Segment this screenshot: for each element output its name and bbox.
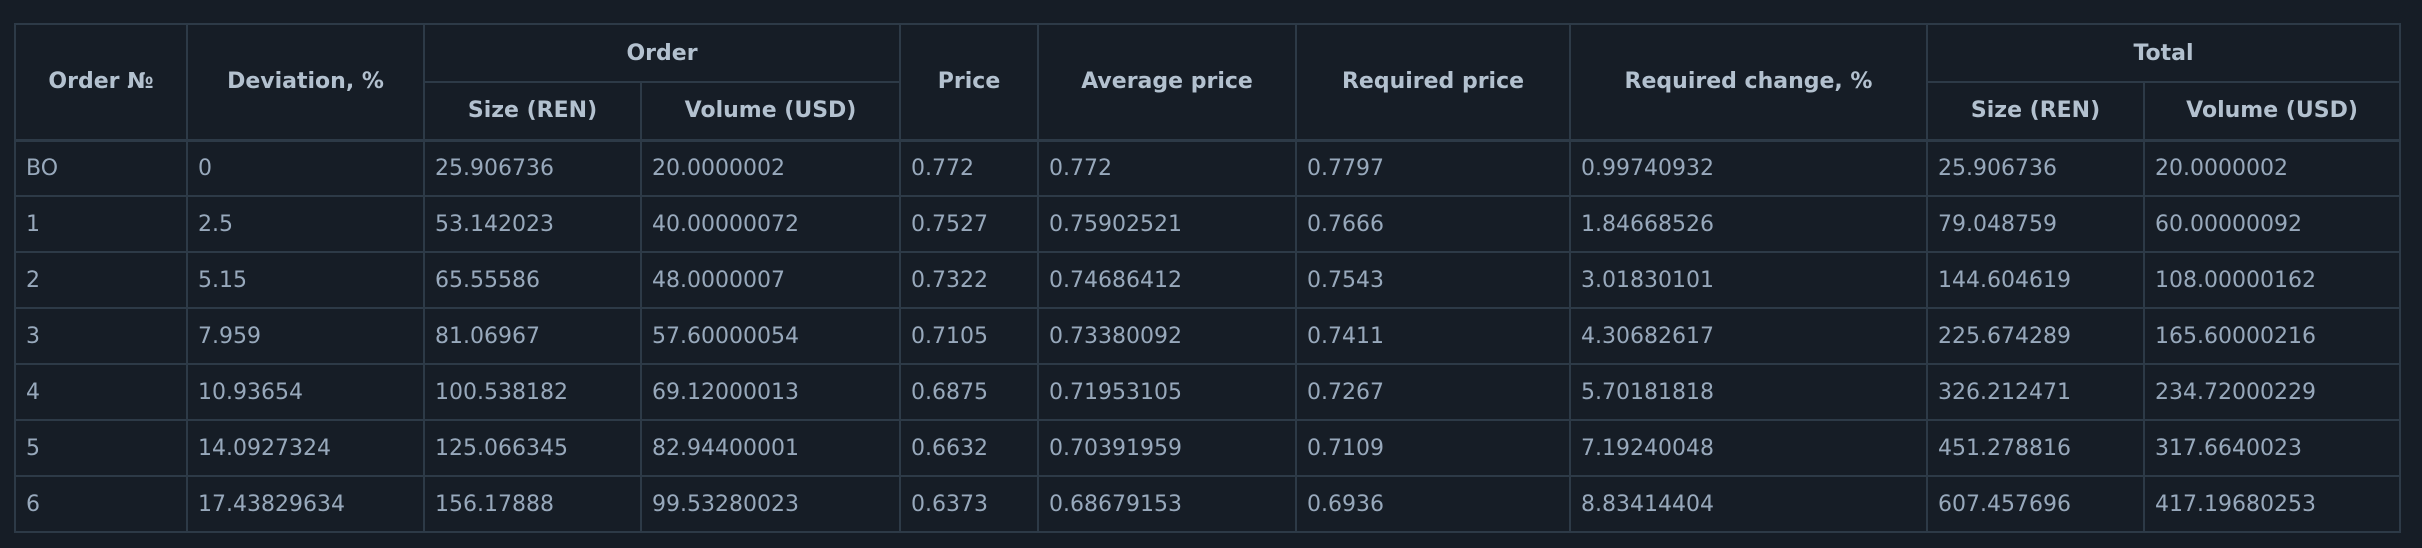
cell-total-size: 79.048759	[1926, 195, 2146, 253]
cell-required-price: 0.6936	[1295, 475, 1572, 533]
cell-total-size: 326.212471	[1926, 363, 2146, 421]
table-row: 6 17.43829634 156.17888 99.53280023 0.6373 0.…	[14, 475, 2402, 533]
cell-order-volume: 48.0000007	[639, 251, 902, 309]
table-header: Order № Deviation, % Order Price Average…	[14, 23, 2402, 142]
header-order-no: Order №	[14, 23, 188, 142]
cell-required-change: 5.70181818	[1569, 363, 1929, 421]
cell-deviation: 14.0927324	[186, 419, 425, 477]
cell-order-volume: 40.00000072	[639, 195, 902, 253]
header-total-volume: Volume (USD)	[2143, 81, 2402, 142]
cell-order-size: 53.142023	[423, 195, 642, 253]
cell-order-no: 6	[14, 475, 188, 533]
header-average-price: Average price	[1037, 23, 1298, 142]
cell-price: 0.7527	[899, 195, 1040, 253]
cell-required-change: 0.99740932	[1569, 139, 1929, 197]
table-row: BO 0 25.906736 20.0000002 0.772 0.772 0.7797 0.…	[14, 139, 2402, 197]
table-row: 3 7.959 81.06967 57.60000054 0.7105 0.7338009…	[14, 307, 2402, 365]
header-required-price: Required price	[1295, 23, 1572, 142]
cell-average-price: 0.73380092	[1037, 307, 1298, 365]
cell-order-no: 2	[14, 251, 188, 309]
cell-order-volume: 69.12000013	[639, 363, 902, 421]
cell-deviation: 10.93654	[186, 363, 425, 421]
cell-deviation: 17.43829634	[186, 475, 425, 533]
cell-required-price: 0.7543	[1295, 251, 1572, 309]
cell-required-change: 1.84668526	[1569, 195, 1929, 253]
cell-average-price: 0.74686412	[1037, 251, 1298, 309]
header-total-size: Size (REN)	[1926, 81, 2146, 142]
cell-order-volume: 20.0000002	[639, 139, 902, 197]
table-row: 4 10.93654 100.538182 69.12000013 0.6875 0.71…	[14, 363, 2402, 421]
cell-total-size: 25.906736	[1926, 139, 2146, 197]
cell-total-volume: 165.60000216	[2143, 307, 2402, 365]
header-total-group: Total	[1926, 23, 2402, 83]
cell-order-no: BO	[14, 139, 188, 197]
orders-table: Order № Deviation, % Order Price Average…	[14, 23, 2402, 533]
cell-order-size: 156.17888	[423, 475, 642, 533]
cell-order-size: 125.066345	[423, 419, 642, 477]
cell-price: 0.6632	[899, 419, 1040, 477]
cell-required-price: 0.7267	[1295, 363, 1572, 421]
cell-price: 0.6373	[899, 475, 1040, 533]
cell-order-volume: 99.53280023	[639, 475, 902, 533]
cell-deviation: 2.5	[186, 195, 425, 253]
cell-average-price: 0.75902521	[1037, 195, 1298, 253]
cell-total-volume: 108.00000162	[2143, 251, 2402, 309]
cell-required-change: 7.19240048	[1569, 419, 1929, 477]
cell-deviation: 5.15	[186, 251, 425, 309]
cell-order-size: 65.55586	[423, 251, 642, 309]
header-order-size: Size (REN)	[423, 81, 642, 142]
cell-total-volume: 234.72000229	[2143, 363, 2402, 421]
cell-price: 0.7322	[899, 251, 1040, 309]
header-order-volume: Volume (USD)	[639, 81, 902, 142]
cell-average-price: 0.68679153	[1037, 475, 1298, 533]
cell-total-size: 451.278816	[1926, 419, 2146, 477]
cell-total-volume: 60.00000092	[2143, 195, 2402, 253]
orders-table-container: Order № Deviation, % Order Price Average…	[14, 23, 2402, 533]
cell-required-price: 0.7411	[1295, 307, 1572, 365]
cell-total-volume: 20.0000002	[2143, 139, 2402, 197]
cell-order-size: 100.538182	[423, 363, 642, 421]
header-deviation: Deviation, %	[186, 23, 425, 142]
cell-deviation: 7.959	[186, 307, 425, 365]
cell-total-size: 607.457696	[1926, 475, 2146, 533]
cell-required-change: 3.01830101	[1569, 251, 1929, 309]
table-body: BO 0 25.906736 20.0000002 0.772 0.772 0.7797 0.…	[14, 139, 2402, 533]
cell-required-price: 0.7797	[1295, 139, 1572, 197]
cell-deviation: 0	[186, 139, 425, 197]
cell-price: 0.7105	[899, 307, 1040, 365]
table-row: 5 14.0927324 125.066345 82.94400001 0.6632 0.…	[14, 419, 2402, 477]
table-row: 2 5.15 65.55586 48.0000007 0.7322 0.74686412 0…	[14, 251, 2402, 309]
cell-required-price: 0.7666	[1295, 195, 1572, 253]
cell-total-volume: 317.6640023	[2143, 419, 2402, 477]
header-order-group: Order	[422, 23, 902, 83]
cell-order-no: 3	[14, 307, 188, 365]
header-price: Price	[899, 23, 1040, 142]
cell-average-price: 0.71953105	[1037, 363, 1298, 421]
table-row: 1 2.5 53.142023 40.00000072 0.7527 0.75902521…	[14, 195, 2402, 253]
cell-order-size: 81.06967	[423, 307, 642, 365]
cell-price: 0.6875	[899, 363, 1040, 421]
cell-required-price: 0.7109	[1295, 419, 1572, 477]
cell-order-volume: 82.94400001	[639, 419, 902, 477]
cell-total-size: 144.604619	[1926, 251, 2146, 309]
cell-average-price: 0.70391959	[1037, 419, 1298, 477]
cell-order-no: 1	[14, 195, 188, 253]
cell-total-size: 225.674289	[1926, 307, 2146, 365]
cell-average-price: 0.772	[1037, 139, 1298, 197]
cell-total-volume: 417.19680253	[2143, 475, 2402, 533]
cell-order-size: 25.906736	[423, 139, 642, 197]
header-required-change: Required change, %	[1569, 23, 1929, 142]
cell-order-volume: 57.60000054	[639, 307, 902, 365]
cell-order-no: 5	[14, 419, 188, 477]
cell-required-change: 4.30682617	[1569, 307, 1929, 365]
cell-price: 0.772	[899, 139, 1040, 197]
cell-order-no: 4	[14, 363, 188, 421]
cell-required-change: 8.83414404	[1569, 475, 1929, 533]
